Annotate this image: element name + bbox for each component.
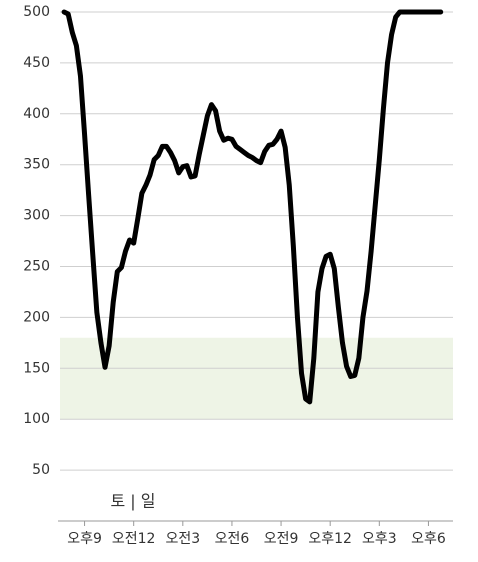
y-tick-label: 250: [23, 259, 50, 275]
x-tick-label: 오전3: [165, 531, 200, 547]
y-tick-label: 300: [23, 208, 50, 224]
y-tick-label: 200: [23, 309, 50, 325]
target-range: [60, 337, 453, 420]
x-tick-label: 오후6: [411, 531, 446, 547]
y-tick-label: 100: [23, 411, 50, 427]
y-tick-label: 450: [23, 55, 50, 71]
y-tick-label: 400: [23, 106, 50, 122]
day-annotation: 토 | 일: [110, 492, 155, 511]
x-tick-label: 오후12: [308, 531, 352, 547]
glucose-line: [61, 9, 444, 405]
y-tick-label: 350: [23, 157, 50, 173]
y-tick-label: 150: [23, 360, 50, 376]
x-tick-label: 오전12: [112, 531, 156, 547]
x-tick-label: 오후9: [67, 531, 102, 547]
x-tick-label: 오후3: [362, 531, 397, 547]
x-tick-label: 오전6: [215, 531, 250, 547]
x-tick-label: 오전9: [264, 531, 299, 547]
y-tick-label: 500: [23, 4, 50, 20]
y-tick-label: 50: [32, 462, 50, 478]
